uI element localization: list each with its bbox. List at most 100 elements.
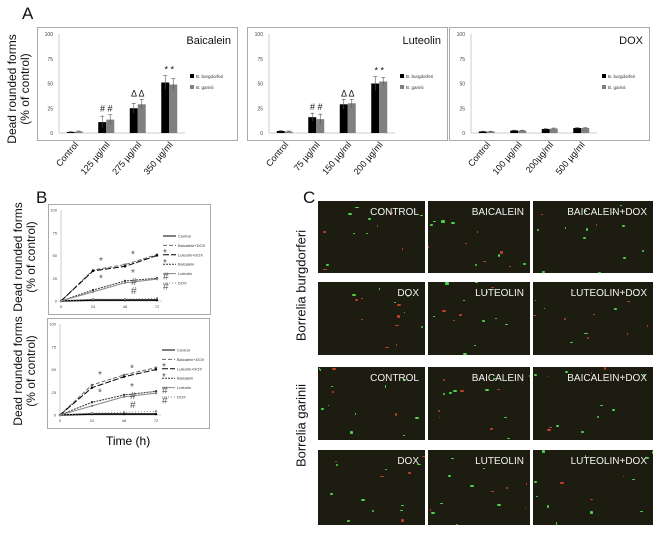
y-tick-label: 75 [459, 57, 465, 63]
y-tick-label: 50 [53, 253, 58, 258]
cell-spot [534, 299, 536, 302]
y-tick-label: 75 [53, 230, 58, 235]
significance-marker: * [163, 258, 167, 269]
cell-spot [352, 293, 357, 296]
cell-spot [319, 368, 322, 371]
cell-spot [397, 304, 401, 307]
cell-spot [438, 417, 441, 419]
bar [379, 81, 388, 133]
bar [66, 132, 75, 133]
chart-title: Luteolin [402, 35, 441, 47]
data-point [122, 393, 126, 397]
cell-spot [429, 509, 431, 512]
cell-spot [482, 260, 487, 263]
cell-spot [651, 451, 653, 454]
cell-spot [395, 413, 398, 416]
legend-label: Baicalein+DOX [178, 243, 206, 248]
legend-swatch [400, 85, 404, 89]
data-point [154, 410, 158, 413]
cell-spot [541, 450, 545, 453]
cell-spot [348, 213, 352, 215]
legend-label: B. garinii [406, 85, 424, 90]
cell-spot [504, 417, 507, 419]
legend-label: Baicalein+DOX [177, 357, 205, 362]
bar [478, 131, 487, 133]
data-point [123, 281, 127, 284]
legend-label: Baicalein [177, 376, 193, 381]
y-axis-label-b-top: Dead rounded forms (% of control) [11, 202, 38, 312]
x-tick-label: 48 [122, 418, 127, 423]
y-tick-label: 50 [257, 82, 263, 88]
image-label: DOX [397, 456, 419, 467]
data-point [155, 254, 159, 257]
bar [284, 131, 293, 133]
significance-marker: # [131, 277, 137, 288]
cell-spot [403, 434, 406, 437]
cell-spot [623, 257, 626, 259]
cell-spot [445, 282, 449, 285]
image-label: BAICALEIN [471, 207, 524, 218]
y-tick-label: 100 [49, 322, 56, 327]
significance-marker: # # [100, 104, 113, 114]
cell-spot [361, 319, 363, 321]
cell-spot [463, 300, 465, 302]
cell-spot [453, 389, 458, 393]
cell-spot [613, 308, 617, 310]
cell-spot [584, 333, 588, 335]
series-line [60, 254, 158, 302]
cell-spot [376, 224, 378, 227]
cell-spot [439, 503, 443, 505]
cell-spot [626, 300, 630, 303]
chart-title: Baicalein [186, 35, 231, 47]
cell-spot [400, 505, 404, 507]
cell-spot [401, 519, 404, 522]
legend-label: B. garinii [608, 85, 626, 90]
legend-label: Baicalein [178, 262, 194, 267]
legend-label: Luteolin+DOX [178, 252, 203, 257]
significance-marker: * [162, 362, 166, 373]
legend-label: Luteolin+DOX [177, 366, 202, 371]
legend-swatch [400, 74, 404, 78]
cell-spot [646, 325, 649, 328]
data-point [90, 383, 94, 387]
cell-spot [455, 524, 459, 525]
cell-spot [612, 212, 616, 214]
species-label-garinii: Borrelia garinii [293, 383, 309, 468]
microscopy-image: LUTEOLIN+DOX [533, 282, 653, 355]
cell-spot [584, 455, 586, 458]
cell-spot [330, 385, 334, 387]
cell-spot [352, 232, 356, 235]
data-point [90, 386, 94, 389]
legend-swatch [602, 74, 606, 78]
cell-spot [508, 265, 511, 267]
data-point [154, 368, 158, 371]
bar [106, 119, 115, 133]
data-point [154, 366, 158, 369]
cell-spot [437, 410, 440, 412]
cell-spot [401, 248, 403, 251]
cell-spot [447, 474, 451, 478]
x-tick-label: 75 µg/ml [292, 140, 322, 173]
bar [308, 117, 317, 133]
cell-spot [443, 393, 445, 395]
cell-spot [572, 290, 575, 292]
significance-marker: * [162, 372, 166, 383]
y-axis-label-a: Dead rounded forms (% of control) [5, 34, 32, 144]
significance-marker: * [99, 256, 103, 267]
legend-label: B. burgdorferi [196, 74, 223, 79]
y-tick-label: 25 [257, 106, 263, 112]
cell-spot [474, 263, 478, 266]
microscopy-image: CONTROL [318, 201, 425, 273]
cell-spot [372, 509, 375, 512]
significance-marker: * [98, 387, 102, 398]
legend-label: DOX [178, 281, 187, 286]
cell-spot [496, 388, 501, 391]
cell-spot [393, 302, 397, 304]
microscopy-image: LUTEOLIN [428, 450, 530, 525]
cell-spot [556, 424, 560, 427]
legend-label: B. burgdorferi [406, 74, 433, 79]
cell-spot [603, 367, 606, 370]
data-point [91, 288, 95, 292]
significance-marker: # [162, 396, 168, 407]
